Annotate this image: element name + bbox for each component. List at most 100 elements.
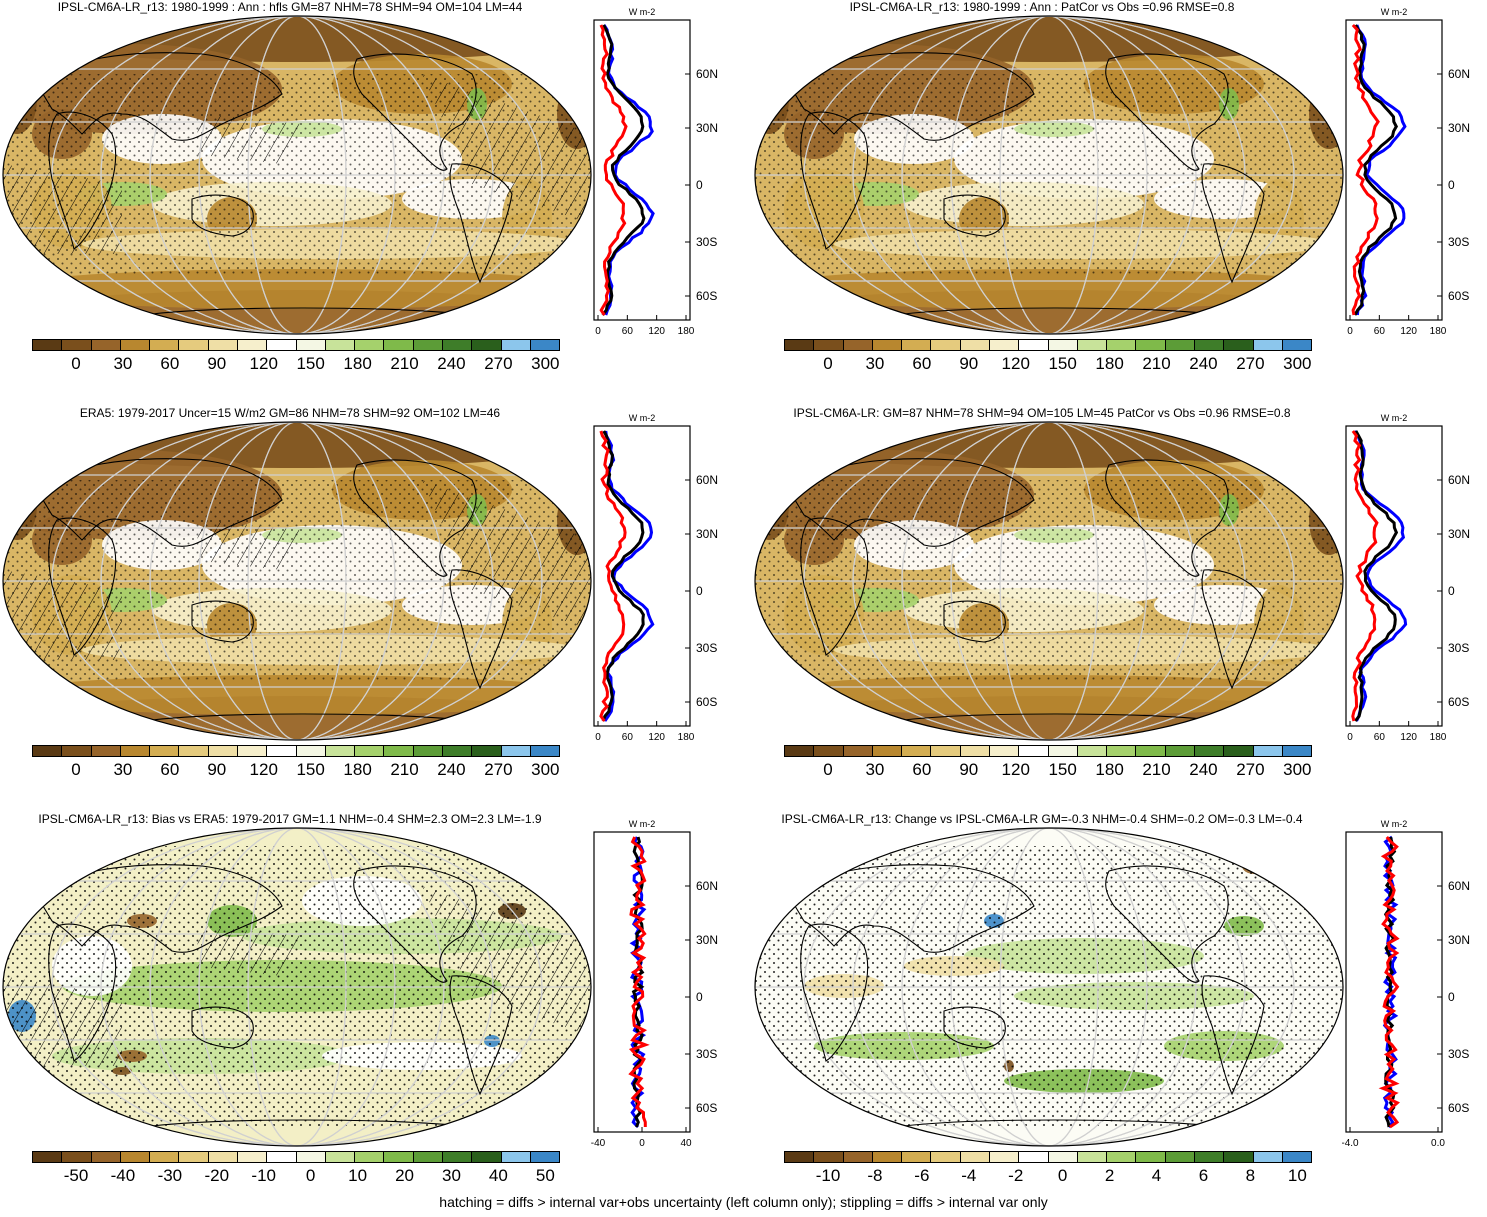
- colorbar-swatch: [872, 1152, 903, 1162]
- profile-x-tick-label: 60: [622, 326, 634, 337]
- colorbar-swatch: [120, 1152, 151, 1162]
- colorbar-swatch: [989, 340, 1020, 350]
- latitude-tick-label: 0: [1448, 990, 1455, 1004]
- colorbar-swatch: [1194, 746, 1225, 756]
- colorbar-swatch: [91, 340, 121, 350]
- colorbar-swatch: [355, 340, 385, 350]
- colorbar-tick-label: 120: [1001, 760, 1030, 779]
- colorbar-swatch: [442, 746, 473, 756]
- latitude-tick-label: 30S: [1448, 235, 1469, 249]
- latitude-tick-label: 60S: [1448, 289, 1469, 303]
- colorbar-swatch: [1048, 746, 1078, 756]
- colorbar-tick-label: 150: [296, 354, 325, 373]
- colorbar-swatch: [267, 1152, 297, 1162]
- profile-line: [1355, 24, 1407, 316]
- colorbar-swatch: [872, 746, 903, 756]
- colorbar-tick-label: 60: [912, 354, 932, 373]
- latitude-tick-label: 0: [696, 990, 703, 1004]
- robinson-map: [2, 421, 592, 741]
- colorbar-swatch: [384, 746, 414, 756]
- colorbar-tick-label: 30: [441, 1166, 461, 1185]
- colorbar-swatch: [1107, 746, 1137, 756]
- colorbar-swatch: [91, 1152, 121, 1162]
- colorbar-tick-label: -20: [204, 1166, 230, 1185]
- colorbar-tick-label: 40: [488, 1166, 508, 1185]
- colorbar-swatch: [501, 746, 531, 756]
- profile-unit-label: W m-2: [629, 7, 656, 17]
- colorbar-swatch: [931, 1152, 961, 1162]
- colorbar-swatch: [472, 746, 502, 756]
- latitude-tick-label: 60S: [1448, 695, 1469, 709]
- colorbar-swatch: [325, 340, 356, 350]
- colorbar-swatch: [1224, 1152, 1254, 1162]
- colorbar-swatch: [530, 746, 560, 756]
- colorbar: 0 30 60 90 120 150 180 210 240 270 300: [784, 339, 1312, 373]
- latitude-tick-label: 0: [1448, 178, 1455, 192]
- colorbar-tick-label: -4: [961, 1166, 977, 1185]
- colorbar-swatch: [296, 340, 326, 350]
- profile-x-tick-label: 0: [639, 1138, 645, 1149]
- colorbar-swatch: [179, 1152, 209, 1162]
- latitude-tick-label: 60N: [1448, 67, 1470, 81]
- profile-line: [1378, 836, 1400, 1129]
- latitude-tick-label: 30S: [696, 1047, 717, 1061]
- colorbar-swatch: [325, 1152, 356, 1162]
- colorbar-swatch: [1282, 746, 1312, 756]
- panel-title: IPSL-CM6A-LR_r13: 1980-1999 : Ann : hfls…: [57, 0, 523, 14]
- colorbar-swatch: [384, 340, 414, 350]
- colorbar-tick-label: 150: [1048, 354, 1077, 373]
- colorbar-swatch: [208, 1152, 238, 1162]
- robinson-map: [2, 15, 592, 335]
- latitude-tick-label: 30S: [696, 235, 717, 249]
- colorbar-tick-label: 210: [390, 354, 419, 373]
- colorbar-tick-label: 30: [865, 354, 885, 373]
- profile-x-tick-label: 180: [678, 326, 695, 337]
- profile-x-tick-label: 180: [1430, 732, 1447, 743]
- colorbar-tick-label: 0: [823, 760, 833, 779]
- profile-line: [628, 836, 650, 1127]
- colorbar-swatch: [62, 1152, 92, 1162]
- colorbar-tick-label: 150: [296, 760, 325, 779]
- robinson-map: [754, 827, 1344, 1147]
- latitude-tick-label: 30S: [1448, 641, 1469, 655]
- profile-x-tick-label: 0: [1347, 732, 1353, 743]
- colorbar-tick-label: -40: [110, 1166, 136, 1185]
- profile-line: [1351, 430, 1379, 722]
- map-panel-p2: IPSL-CM6A-LR_r13: 1980-1999 : Ann : PatC…: [752, 0, 1487, 405]
- colorbar-tick-label: 180: [343, 760, 372, 779]
- colorbar-tick-label: 6: [1198, 1166, 1209, 1185]
- zonal-mean-profile: W m-2 60N 30N 0 30S 60S 0 60 120 180: [1345, 413, 1470, 743]
- colorbar-swatch: [472, 340, 502, 350]
- profile-line: [601, 430, 645, 722]
- colorbar-tick-label: -10: [251, 1166, 277, 1185]
- profile-x-tick-label: 120: [1400, 326, 1417, 337]
- latitude-tick-label: 30S: [1448, 1047, 1469, 1061]
- colorbar-swatch: [1224, 746, 1254, 756]
- colorbar: -10 -8 -6 -4 -2 0 2 4 6 8 10: [784, 1151, 1312, 1185]
- colorbar-tick-label: 0: [71, 354, 81, 373]
- colorbar-swatch: [843, 340, 873, 350]
- colorbar-tick-label: 30: [113, 760, 133, 779]
- colorbar-swatch: [120, 340, 151, 350]
- zonal-mean-profile: W m-2 60N 30N 0 30S 60S -40 0 40: [591, 819, 718, 1149]
- colorbar-swatch: [1165, 746, 1195, 756]
- latitude-tick-label: 30N: [1448, 121, 1470, 135]
- colorbar-swatch: [843, 746, 873, 756]
- profile-x-tick-label: 180: [1430, 326, 1447, 337]
- profile-x-tick-label: 120: [648, 732, 665, 743]
- robinson-map: [754, 421, 1344, 741]
- figure-footnote: hatching = diffs > internal var+obs unce…: [439, 1194, 1048, 1210]
- colorbar-swatch: [960, 1152, 990, 1162]
- colorbar-swatch: [1282, 1152, 1312, 1162]
- colorbar-swatch: [902, 340, 932, 350]
- colorbar-swatch: [989, 1152, 1020, 1162]
- panel-title: IPSL-CM6A-LR_r13: Bias vs ERA5: 1979-201…: [38, 812, 542, 826]
- colorbar-swatch: [1253, 1152, 1283, 1162]
- profile-line: [1354, 430, 1399, 722]
- colorbar-tick-label: 240: [1189, 354, 1218, 373]
- latitude-tick-label: 0: [1448, 584, 1455, 598]
- colorbar-swatch: [1077, 1152, 1108, 1162]
- panel-title: ERA5: 1979-2017 Uncer=15 W/m2 GM=86 NHM=…: [79, 406, 501, 420]
- colorbar-tick-label: -10: [815, 1166, 841, 1185]
- profile-unit-label: W m-2: [1381, 413, 1408, 423]
